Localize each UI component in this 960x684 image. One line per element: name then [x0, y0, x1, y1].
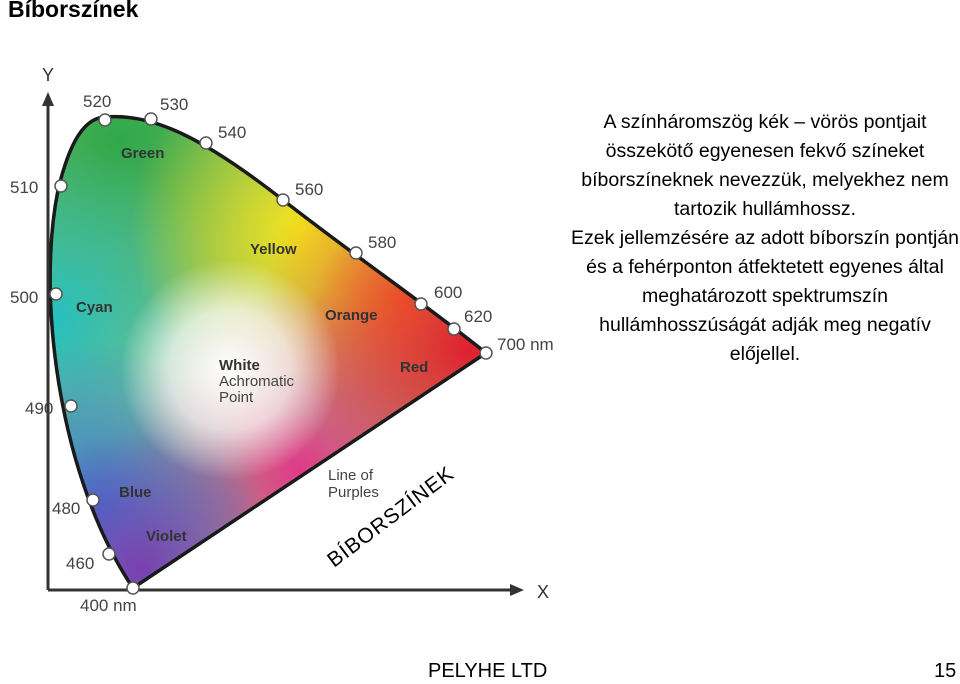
label-400: 400 nm	[80, 596, 137, 615]
label-560: 560	[295, 180, 323, 199]
marker-700	[479, 346, 493, 360]
marker-510	[54, 179, 68, 193]
label-580: 580	[368, 233, 396, 252]
label-480: 480	[52, 499, 80, 518]
line-of-purples-2: Purples	[328, 484, 379, 501]
region-cyan: Cyan	[76, 299, 113, 316]
description-paragraph-1: A színháromszög kék – vörös pontjait öss…	[581, 111, 949, 220]
description-paragraph-2: Ezek jellemzésére az adott bíborszín pon…	[570, 227, 960, 365]
label-460: 460	[66, 554, 94, 573]
wavelength-markers	[49, 112, 493, 595]
page-title: Bíborszínek	[8, 0, 139, 22]
region-achromatic: Achromatic	[219, 373, 295, 390]
marker-500	[49, 287, 63, 301]
label-510: 510	[10, 178, 38, 197]
marker-540	[199, 136, 213, 150]
marker-460	[102, 547, 116, 561]
x-axis-label: X	[537, 582, 549, 602]
color-gamut-fill	[50, 116, 487, 588]
marker-530	[144, 112, 158, 126]
label-520: 520	[83, 92, 111, 111]
region-red: Red	[400, 359, 428, 376]
marker-480	[86, 493, 100, 507]
label-540: 540	[218, 123, 246, 142]
region-orange: Orange	[325, 307, 378, 324]
region-violet: Violet	[146, 528, 187, 545]
region-white: White	[219, 357, 260, 374]
marker-560	[276, 193, 290, 207]
page-number: 15	[934, 660, 957, 682]
region-point: Point	[219, 389, 254, 406]
axes	[42, 92, 524, 596]
line-of-purples-1: Line of	[328, 467, 374, 484]
marker-580	[349, 246, 363, 260]
marker-490	[64, 399, 78, 413]
marker-400	[126, 581, 140, 595]
y-axis-label: Y	[42, 65, 54, 85]
region-green: Green	[121, 145, 164, 162]
label-600: 600	[434, 283, 462, 302]
region-yellow: Yellow	[250, 241, 297, 258]
label-490: 490	[25, 399, 53, 418]
description: A színháromszög kék – vörös pontjait öss…	[570, 108, 960, 369]
marker-620	[447, 322, 461, 336]
marker-600	[414, 297, 428, 311]
label-530: 530	[160, 95, 188, 114]
label-500: 500	[10, 288, 38, 307]
marker-520	[98, 113, 112, 127]
label-620: 620	[464, 307, 492, 326]
region-blue: Blue	[119, 484, 152, 501]
footer-company: PELYHE LTD	[428, 660, 548, 682]
label-700: 700 nm	[497, 335, 554, 354]
